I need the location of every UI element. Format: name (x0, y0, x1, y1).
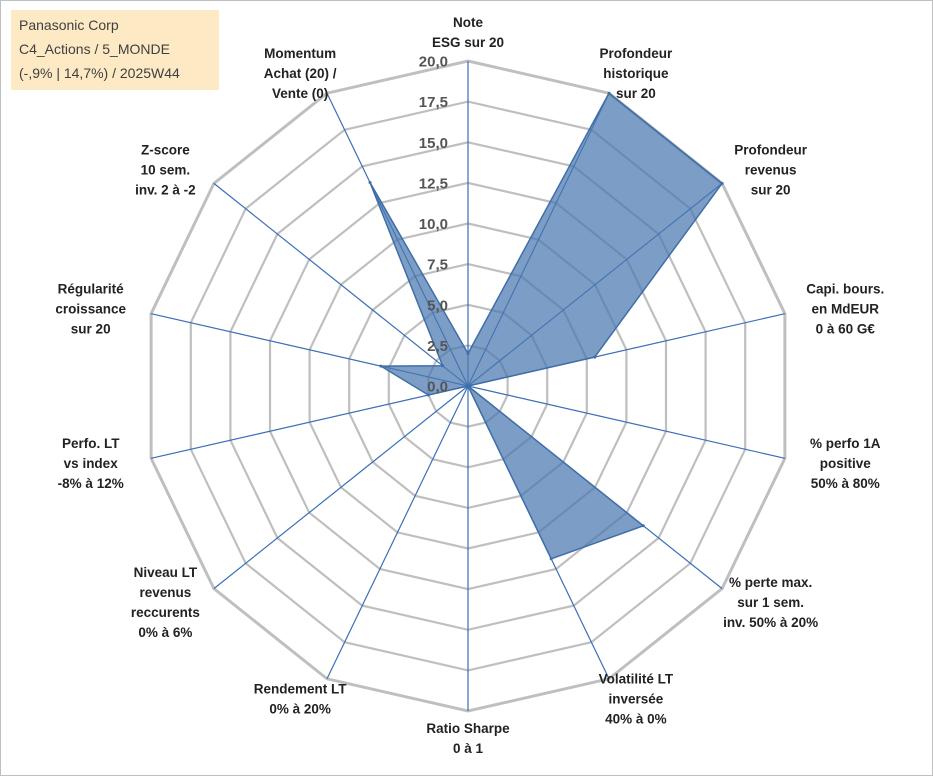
axis-label-line: revenus (140, 585, 192, 600)
performance-line: (-,9% | 14,7%) / 2025W44 (19, 65, 180, 81)
tick-label: 0,0 (427, 379, 448, 396)
axis-spoke (150, 385, 469, 459)
axis-label: Capi. bours. en MdEUR 0 à 60 G€ (806, 282, 884, 337)
tick-label: 20,0 (419, 54, 448, 71)
data-point (379, 364, 383, 368)
company-name: Panasonic Corp (19, 17, 119, 33)
axis-label: Z-score 10 sem. inv. 2 à -2 (135, 142, 196, 197)
axis-label-line: Vente (0) (272, 86, 328, 101)
axis-label-line: sur 20 (71, 322, 111, 337)
category-line: C4_Actions / 5_MONDE (19, 41, 170, 57)
data-point (607, 91, 611, 95)
axis-label: % perfo 1A positive 50% à 80% (810, 436, 881, 491)
axis-label: Note ESG sur 20 (432, 15, 504, 50)
info-box: Panasonic Corp C4_Actions / 5_MONDE (-,9… (11, 10, 219, 90)
axis-label-line: 50% à 80% (811, 476, 880, 491)
axis-label: Ratio Sharpe 0 à 1 (426, 721, 510, 756)
axis-label-line: 40% à 0% (605, 711, 667, 726)
axis-label-line: Achat (20) / (264, 66, 337, 81)
axis-spoke (326, 385, 469, 680)
axis-label-line: inv. 2 à -2 (135, 182, 196, 197)
data-point (549, 557, 553, 561)
data-series-area (369, 92, 724, 560)
tick-label: 12,5 (419, 175, 448, 192)
axis-label-line: % perte max. (729, 575, 812, 590)
axis-label: Profondeur revenus sur 20 (734, 142, 807, 197)
axis-spoke (467, 385, 786, 459)
axis-label-line: sur 1 sem. (737, 595, 804, 610)
axis-label-line: inv. 50% à 20% (723, 615, 818, 630)
data-point (720, 181, 724, 185)
axis-label-line: -8% à 12% (58, 476, 124, 491)
tick-label: 2,5 (427, 338, 448, 355)
axis-label: Rendement LT 0% à 20% (254, 681, 348, 716)
axis-label-line: Niveau LT (134, 565, 198, 580)
axis-label-line: Profondeur (600, 46, 673, 61)
data-point (593, 355, 597, 359)
data-point (466, 352, 470, 355)
axis-label: Niveau LT revenus reccurents 0% à 6% (131, 565, 200, 640)
axis-label-line: vs index (64, 456, 119, 471)
axis-label-line: % perfo 1A (810, 436, 881, 451)
axis-label: Régularité croissance sur 20 (55, 282, 126, 337)
axis-label-line: Perfo. LT (62, 436, 120, 451)
axis-spoke (213, 182, 469, 387)
data-point (441, 364, 445, 368)
axis-label-line: Profondeur (734, 142, 807, 157)
data-point (466, 384, 470, 388)
series-layer (368, 91, 724, 561)
axis-label-line: Régularité (58, 282, 125, 297)
axis-label-line: historique (603, 66, 669, 81)
axis-label-line: 0 à 60 G€ (816, 322, 876, 337)
data-point (426, 393, 430, 397)
axis-label-line: 10 sem. (141, 162, 191, 177)
axis-label-line: Volatilité LT (599, 671, 674, 686)
axis-label-line: reccurents (131, 605, 200, 620)
axis-label: % perte max. sur 1 sem. inv. 50% à 20% (723, 575, 818, 630)
axis-label-line: Rendement LT (254, 681, 348, 696)
axis-label-line: croissance (55, 302, 126, 317)
axis-label-line: Ratio Sharpe (426, 721, 510, 736)
axis-label-line: revenus (745, 162, 797, 177)
axis-label-line: ESG sur 20 (432, 35, 504, 50)
label-layer: Note ESG sur 20 Profondeur historique sur 20… (55, 15, 884, 756)
axis-spoke (213, 385, 469, 590)
axis-label: Momentum Achat (20) / Vente (0) (264, 46, 337, 101)
tick-label: 17,5 (419, 94, 448, 111)
tick-label: 5,0 (427, 297, 448, 314)
tick-layer: 0,0 2,5 5,0 7,5 10,0 12,5 15,0 17,5 20,0 (419, 54, 448, 396)
axis-label-line: Momentum (264, 46, 336, 61)
axis-label-line: sur 20 (751, 182, 791, 197)
axis-label-line: Capi. bours. (806, 282, 884, 297)
axis-label-line: 0% à 6% (138, 625, 192, 640)
data-point (641, 524, 645, 528)
tick-label: 15,0 (419, 135, 448, 152)
axis-label-line: Note (453, 15, 483, 30)
axis-label: Profondeur historique sur 20 (600, 46, 673, 101)
axis-label-line: 0 à 1 (453, 741, 484, 756)
tick-label: 7,5 (427, 257, 448, 274)
axis-label: Volatilité LT inversée 40% à 0% (599, 671, 674, 726)
axis-label-line: inversée (609, 691, 664, 706)
axis-label-line: Z-score (141, 142, 190, 157)
axis-label-line: positive (820, 456, 872, 471)
tick-label: 10,0 (419, 216, 448, 233)
axis-label-line: sur 20 (616, 86, 656, 101)
axis-label-line: 0% à 20% (269, 701, 331, 716)
axis-label-line: en MdEUR (812, 302, 880, 317)
axis-label: Perfo. LT vs index -8% à 12% (58, 436, 124, 491)
data-point (368, 181, 372, 184)
